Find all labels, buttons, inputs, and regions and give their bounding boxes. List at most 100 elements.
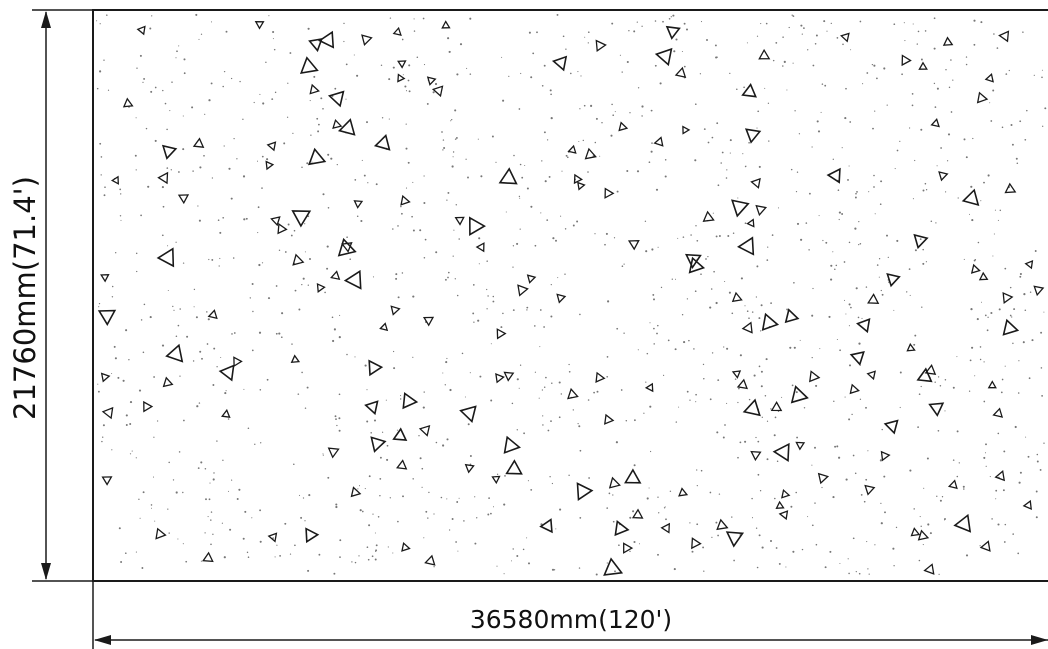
hatch-dot [950,59,952,61]
hatch-dot [210,82,213,85]
hatch-dot [893,565,895,567]
hatch-aggregate [778,510,789,521]
hatch-dot [492,295,495,298]
hatch-dot [868,573,870,575]
hatch-dot [681,314,684,316]
hatch-dot [474,496,476,498]
hatch-dot [150,90,153,93]
hatch-dot [626,60,629,64]
hatch-dot [538,397,540,399]
hatch-dot [677,237,679,239]
hatch-aggregate [577,181,586,191]
hatch-dot [242,537,245,540]
hatch-dot [748,398,751,401]
hatch-dot [167,508,169,510]
hatch-dot [318,123,320,126]
hatch-dot [844,396,846,398]
hatch-aggregate [424,554,436,566]
hatch-dot [523,432,526,435]
hatch-aggregate [849,383,860,395]
hatch-dot [717,379,720,381]
hatch-dot [496,565,498,567]
hatch-dot [550,283,552,286]
hatch-dot [737,401,739,404]
hatch-dot [225,390,227,392]
hatch-dot [543,64,546,67]
hatch-dot [310,134,312,136]
hatch-dot [534,371,537,373]
hatch-dot [1041,395,1043,397]
hatch-dot [512,245,515,247]
hatch-dot [120,219,122,221]
hatch-dot [786,89,788,91]
hatch-dot [1019,272,1022,276]
hatch-dot [952,386,955,389]
hatch-dot [1040,367,1043,369]
hatch-dot [309,100,311,102]
hatch-dot [906,291,908,293]
hatch-aggregate [122,97,134,108]
hatch-dot [689,399,691,401]
hatch-dot [726,169,728,171]
hatch-dot [923,487,925,489]
hatch-dot [565,154,568,157]
hatch-dot [442,444,445,447]
hatch-dot [755,296,758,298]
hatch-dot [358,555,360,557]
hatch-dot [220,357,222,358]
hatch-dot [1019,120,1022,123]
hatch-dot [811,464,813,466]
hatch-dot [351,561,353,563]
hatch-dot [651,142,653,144]
hatch-dot [246,551,249,554]
hatch-dot [772,59,775,62]
hatch-dot [541,160,543,162]
hatch-aggregate [750,177,761,189]
hatch-dot [884,511,886,514]
hatch-dot [611,103,613,106]
hatch-dot [503,573,505,575]
hatch-dot [389,17,392,19]
height-arrow-bottom [41,563,51,580]
hatch-dot [1028,377,1031,380]
hatch-dot [423,537,425,539]
hatch-dot [397,225,399,227]
hatch-dot [322,453,324,455]
hatch-dot [200,560,202,562]
hatch-dot [553,569,556,571]
hatch-aggregate [623,542,634,554]
hatch-dot [223,70,226,73]
hatch-dot [821,486,823,489]
hatch-dot [381,431,384,433]
hatch-dot [219,257,221,260]
hatch-aggregate [495,372,505,384]
hatch-dot [486,260,488,262]
hatch-dot [170,169,172,171]
hatch-dot [558,381,561,384]
hatch-dot [845,478,848,481]
hatch-dot [283,142,286,145]
hatch-dot [222,216,225,219]
hatch-dot [474,542,477,545]
hatch-dot [301,371,303,374]
hatch-aggregate [418,424,431,437]
hatch-dot [996,47,999,49]
hatch-dot [702,363,705,366]
hatch-dot [357,488,359,490]
hatch-dot [136,67,138,69]
hatch-dot [723,346,725,348]
hatch-dot [685,28,689,31]
hatch-aggregate [101,406,114,420]
hatch-dot [759,490,762,492]
hatch-dot [451,518,454,520]
hatch-dot [886,234,888,237]
hatch-aggregate [731,370,742,379]
hatch-dot [997,523,1000,526]
hatch-dot [322,454,324,456]
hatch-dot [356,74,359,77]
hatch-dot [783,60,786,63]
hatch-dot [818,215,820,217]
hatch-aggregate [584,147,597,160]
hatch-dot [505,211,507,213]
hatch-dot [577,71,579,73]
